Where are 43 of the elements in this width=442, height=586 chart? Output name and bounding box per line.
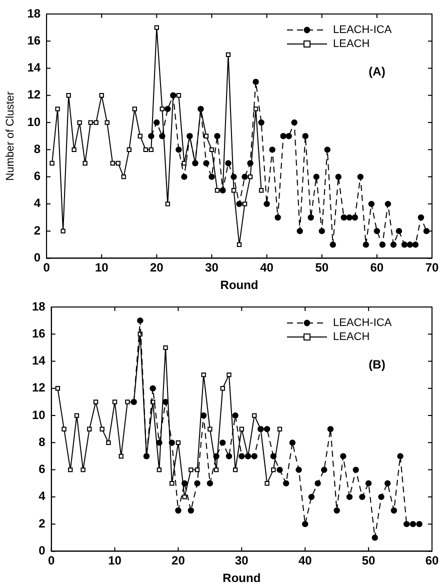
y-tick-label: 16 — [32, 326, 46, 340]
y-tick-label: 10 — [32, 408, 46, 422]
y-tick-label: 8 — [38, 434, 46, 449]
y-tick-label: 0 — [38, 544, 46, 558]
x-tick-label: 70 — [425, 260, 439, 275]
y-tick-label: 10 — [27, 114, 41, 129]
y-tick-label: 0 — [34, 250, 41, 265]
x-tick-label: 40 — [298, 554, 312, 568]
annotation: (B) — [368, 357, 386, 372]
y-tick-label: 16 — [27, 33, 41, 48]
x-tick-label: 10 — [94, 260, 109, 275]
annotation: (A) — [368, 64, 386, 78]
y-tick-label: 12 — [32, 380, 46, 395]
x-axis-title: Round — [222, 571, 261, 586]
legend-label: LEACH-ICA — [333, 317, 392, 330]
y-tick-label: 6 — [38, 462, 46, 476]
x-tick-label: 20 — [150, 260, 164, 275]
x-tick-label: 20 — [172, 554, 186, 568]
y-tick-label: 14 — [27, 60, 41, 75]
x-tick-label: 50 — [362, 554, 376, 568]
x-tick-label: 0 — [48, 554, 56, 568]
y-tick-label: 4 — [38, 489, 46, 504]
y-tick-label: 2 — [34, 223, 41, 238]
x-tick-label: 60 — [370, 260, 384, 275]
legend-label: LEACH — [333, 331, 370, 344]
y-tick-label: 6 — [34, 169, 41, 184]
x-tick-label: 60 — [425, 554, 439, 568]
x-tick-label: 30 — [234, 554, 249, 568]
x-tick-label: 40 — [260, 260, 274, 275]
y-tick-label: 4 — [34, 196, 41, 210]
x-axis-title: Round — [220, 278, 258, 292]
legend-label: LEACH-ICA — [333, 24, 392, 36]
y-tick-label: 8 — [34, 142, 41, 156]
legend-label: LEACH — [333, 38, 370, 50]
y-axis-title: Number of Cluster — [4, 91, 17, 181]
y-tick-label: 18 — [32, 299, 46, 314]
y-tick-label: 18 — [27, 6, 41, 20]
x-tick-label: 30 — [205, 260, 219, 275]
y-tick-label: 2 — [38, 516, 46, 530]
y-tick-label: 14 — [32, 354, 46, 368]
x-tick-label: 10 — [108, 554, 122, 568]
x-tick-label: 50 — [315, 260, 329, 275]
y-tick-label: 12 — [27, 88, 41, 102]
